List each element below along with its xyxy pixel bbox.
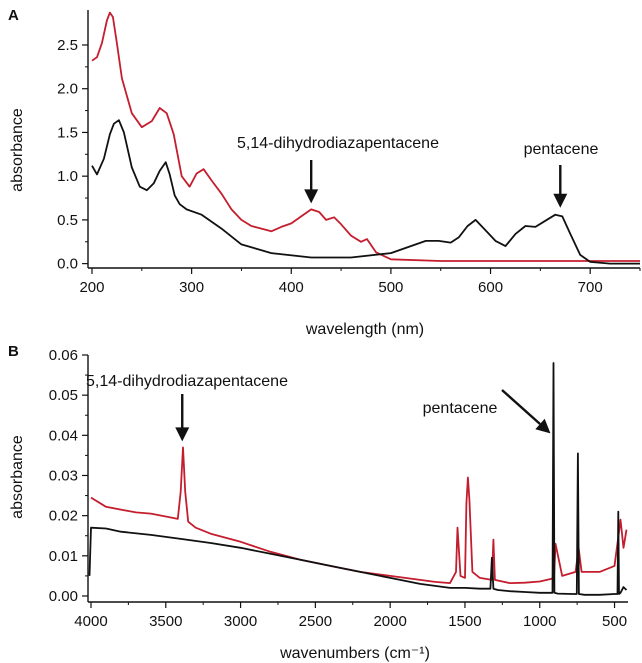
panel-b-x-tick-label: 1500 xyxy=(448,613,481,630)
panel-b-series-black-line xyxy=(88,362,628,596)
panel-a-x-axis-title: wavelength (nm) xyxy=(305,321,424,338)
panel-a-y-tick-label: 2.0 xyxy=(57,81,78,98)
panel-a-x-tick-label: 200 xyxy=(79,279,104,296)
panel-a-y-tick-label: 1.5 xyxy=(57,124,78,141)
panel-a-annotation-arrow-head xyxy=(304,189,319,204)
panel-a-y-tick-label: 0.5 xyxy=(57,212,78,229)
panel-b-y-tick-label: 0.01 xyxy=(49,548,78,565)
panel-b-annotation-arrow-shaft xyxy=(501,389,541,425)
panel-b-y-tick-label: 0.02 xyxy=(49,508,78,525)
panel-b-label: B xyxy=(8,343,19,360)
panel-a-y-tick-label: 2.5 xyxy=(57,37,78,54)
panel-b-series-red-line xyxy=(90,446,628,584)
panel-b-y-tick-label: 0.00 xyxy=(49,588,78,605)
panel-b-y-tick-label: 0.03 xyxy=(49,467,78,484)
panel-b-x-tick-label: 1000 xyxy=(523,613,556,630)
panel-b-x-tick-label: 3000 xyxy=(224,613,257,630)
panel-a-annotation-dihydrodiazapentacene: 5,14-dihydrodiazapentacene xyxy=(237,135,439,152)
panel-b-annotation-pentacene: pentacene xyxy=(423,400,498,417)
panel-b-x-tick-label: 4000 xyxy=(74,613,107,630)
panel-b-x-tick-label: 500 xyxy=(602,613,627,630)
panel-a-y-tick-label: 0.0 xyxy=(57,256,78,273)
panel-b-y-tick-label: 0.06 xyxy=(49,347,78,364)
panel-b-x-tick-label: 2500 xyxy=(299,613,332,630)
panel-b-annotation-dihydrodiazapentacene: 5,14-dihydrodiazapentacene xyxy=(86,373,288,390)
panel-a-uv-vis-chart: A absorbance wavelength (nm) 0.0 0.5 1.0 1.… xyxy=(8,7,641,338)
panel-b-annotation-arrow-head xyxy=(535,418,551,434)
panel-a-y-axis-title: absorbance xyxy=(9,108,26,192)
panel-b-x-axis-title: wavenumbers (cm⁻¹) xyxy=(279,645,430,662)
panel-a-x-tick-label: 600 xyxy=(478,279,503,296)
panel-b-y-tick-label: 0.04 xyxy=(49,427,78,444)
panel-a-x-tick-label: 400 xyxy=(279,279,304,296)
panel-b-y-axis-title: absorbance xyxy=(9,435,26,519)
panel-a-label: A xyxy=(8,7,19,24)
panel-a-series-red-line xyxy=(91,11,640,262)
panel-a-series-black-line xyxy=(91,119,640,265)
panel-b-ir-chart: B absorbance wavenumbers (cm⁻¹) 0.00 0.01… xyxy=(8,343,628,662)
panel-a-y-tick-label: 1.0 xyxy=(57,168,78,185)
panel-b-annotation-arrow-head xyxy=(175,427,190,442)
panel-b-x-tick-label: 3500 xyxy=(149,613,182,630)
panel-a-annotation-arrow-head xyxy=(553,193,568,208)
panel-b-y-tick-label: 0.05 xyxy=(49,387,78,404)
panel-a-x-tick-label: 700 xyxy=(578,279,603,296)
panel-b-x-tick-label: 2000 xyxy=(373,613,406,630)
panel-a-x-tick-label: 500 xyxy=(378,279,403,296)
panel-a-annotation-pentacene: pentacene xyxy=(524,141,599,158)
panel-a-x-tick-label: 300 xyxy=(179,279,204,296)
